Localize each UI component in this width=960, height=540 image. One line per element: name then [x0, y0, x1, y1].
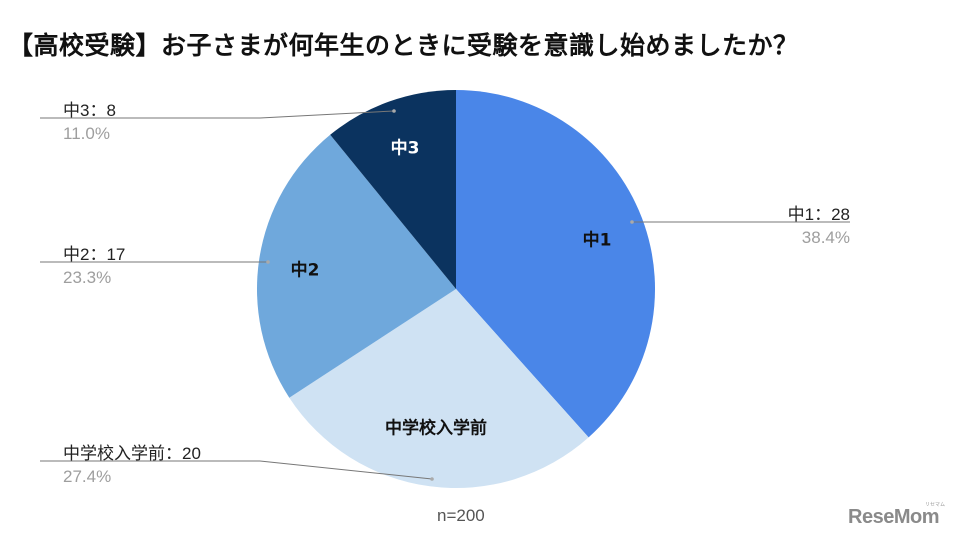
leader-dots	[266, 109, 634, 481]
callout-chu1-percent: 38.4%	[801, 228, 850, 247]
slice-chu2[interactable]	[256, 134, 456, 398]
callout-pre-junior-high: 中学校入学前：20 27.4%	[63, 439, 201, 487]
callout-chu1: 中1：28 38.4%	[760, 200, 850, 248]
slice-label-chu2: 中2	[290, 260, 320, 281]
resemom-logo: ReseMom	[848, 506, 939, 528]
callout-chu3-value: 中3：8	[63, 101, 116, 120]
slice-label-pre-junior-high: 中学校入学前	[385, 418, 487, 439]
slice-chu1[interactable]	[456, 90, 656, 438]
callout-chu1-value: 中1：28	[787, 205, 850, 224]
callout-chu2-value: 中2：17	[63, 245, 126, 264]
slice-label-chu3: 中3	[390, 138, 420, 159]
slice-label-chu1: 中1	[582, 230, 612, 251]
leader-lines	[40, 110, 850, 480]
callout-chu3-percent: 11.0%	[63, 124, 110, 143]
sample-size-note: n=200	[437, 506, 485, 525]
resemom-logo-sub: リセマム	[925, 502, 946, 508]
chart-title: 【高校受験】お子さまが何年生のときに受験を意識し始めましたか？	[8, 31, 799, 60]
callout-chu3: 中3：8 11.0%	[63, 96, 116, 144]
callout-chu2-percent: 23.3%	[63, 268, 112, 287]
callout-pre-value: 中学校入学前：20	[63, 444, 201, 463]
callout-chu2: 中2：17 23.3%	[63, 240, 125, 288]
callout-pre-percent: 27.4%	[63, 467, 112, 486]
slice-chu3[interactable]	[330, 90, 456, 289]
slice-pre-junior-high[interactable]	[289, 289, 589, 489]
